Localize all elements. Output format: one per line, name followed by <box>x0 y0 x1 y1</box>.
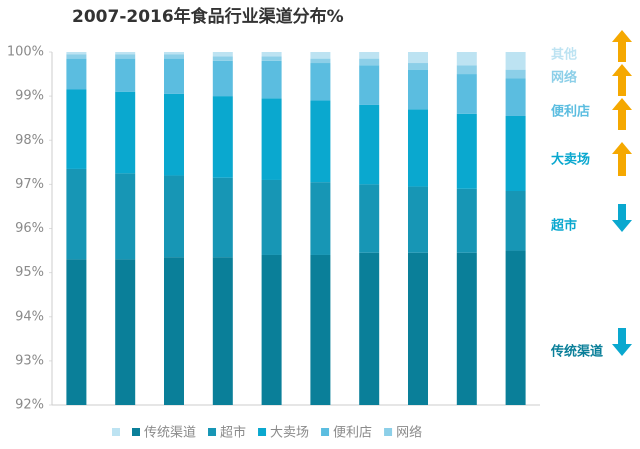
y-tick-label: 93% <box>15 353 44 368</box>
bar-segment <box>310 58 331 64</box>
bar-segment <box>261 52 282 57</box>
bar-segment <box>115 52 136 55</box>
legend-marker <box>384 428 393 436</box>
annotation: 超市 <box>551 218 577 234</box>
y-tick-label: 99% <box>15 89 44 104</box>
y-tick-label: 98% <box>15 133 44 148</box>
bar-segment <box>359 52 380 59</box>
annotation: 其他 <box>551 47 577 63</box>
bar-segment <box>212 52 233 57</box>
down-arrows <box>612 204 632 356</box>
legend-marker <box>132 428 140 436</box>
bar-segment <box>359 184 380 253</box>
legend-label: 大卖场 <box>270 426 309 441</box>
bar-segment <box>66 58 87 90</box>
bar-segment <box>115 259 136 405</box>
bar-segment <box>408 109 428 187</box>
bar-segment <box>359 252 380 405</box>
bar-segment <box>164 175 184 258</box>
bar-segment <box>66 259 87 405</box>
bar-segment <box>456 52 477 66</box>
annotation: 便利店 <box>551 104 590 120</box>
bar-segment <box>505 78 526 116</box>
bar-segment <box>261 56 282 61</box>
bar-segment <box>310 63 331 101</box>
bar-segment <box>164 52 184 55</box>
up-arrows <box>612 30 632 176</box>
bar-segment <box>115 91 136 174</box>
bar-segment <box>456 113 477 189</box>
bar-segment <box>456 252 477 405</box>
bar-segment <box>261 254 282 405</box>
bar-segment <box>408 63 428 70</box>
bar-segment <box>310 182 331 255</box>
bar-segment <box>66 54 87 59</box>
y-tick-label: 95% <box>15 265 44 280</box>
y-tick-label: 96% <box>15 221 44 236</box>
bar-segment <box>505 52 526 70</box>
annotation: 传统渠道 <box>550 344 603 360</box>
legend-marker <box>112 428 120 436</box>
bar-segment <box>505 69 526 79</box>
bar-segment <box>456 65 477 75</box>
bar-segment <box>261 179 282 255</box>
bar-segment <box>115 54 136 59</box>
bar-segment <box>456 188 477 253</box>
bar-segment <box>212 56 233 61</box>
bar-segment <box>359 65 380 105</box>
bar-segment <box>115 173 136 260</box>
bar-segment <box>66 52 87 55</box>
bar-segment <box>456 74 477 114</box>
bar-segment <box>505 115 526 191</box>
bar-segment <box>212 177 233 258</box>
bar-segment <box>212 257 233 405</box>
bar-segment <box>310 52 331 59</box>
bar-segment <box>359 104 380 185</box>
bar-segment <box>408 186 428 253</box>
bar-segment <box>164 58 184 94</box>
legend-label: 便利店 <box>333 426 372 441</box>
bar-segment <box>115 58 136 92</box>
bar-segment <box>261 98 282 180</box>
bar-segment <box>408 69 428 110</box>
bar-segment <box>261 60 282 99</box>
legend-marker <box>258 428 267 436</box>
legend-marker <box>208 428 217 436</box>
legend-label: 超市 <box>220 425 246 441</box>
bar-segment <box>164 54 184 59</box>
bar-segment <box>212 96 233 178</box>
bar-segment <box>310 100 331 183</box>
bar-segment <box>66 168 87 260</box>
legend-marker <box>321 428 330 436</box>
y-tick-label: 97% <box>15 177 44 192</box>
bar-segment <box>408 52 428 64</box>
bar-segment <box>66 89 87 169</box>
bar-segment <box>310 254 331 405</box>
legend-label: 传统渠道 <box>144 426 196 441</box>
bar-segment <box>505 250 526 405</box>
bar-segment <box>359 58 380 66</box>
bar-segment <box>164 257 184 405</box>
chart-title: 2007-2016年食品行业渠道分布% <box>72 6 344 27</box>
bar-segment <box>408 252 428 405</box>
y-tick-label: 92% <box>15 398 44 413</box>
bar-segment <box>164 93 184 176</box>
y-tick-label: 94% <box>15 309 44 324</box>
legend-label: 网络 <box>396 425 422 441</box>
annotation: 网络 <box>551 70 577 86</box>
annotation: 大卖场 <box>551 152 590 168</box>
bar-segment <box>505 190 526 251</box>
bar-segment <box>212 60 233 97</box>
y-tick-label: 100% <box>7 45 44 60</box>
